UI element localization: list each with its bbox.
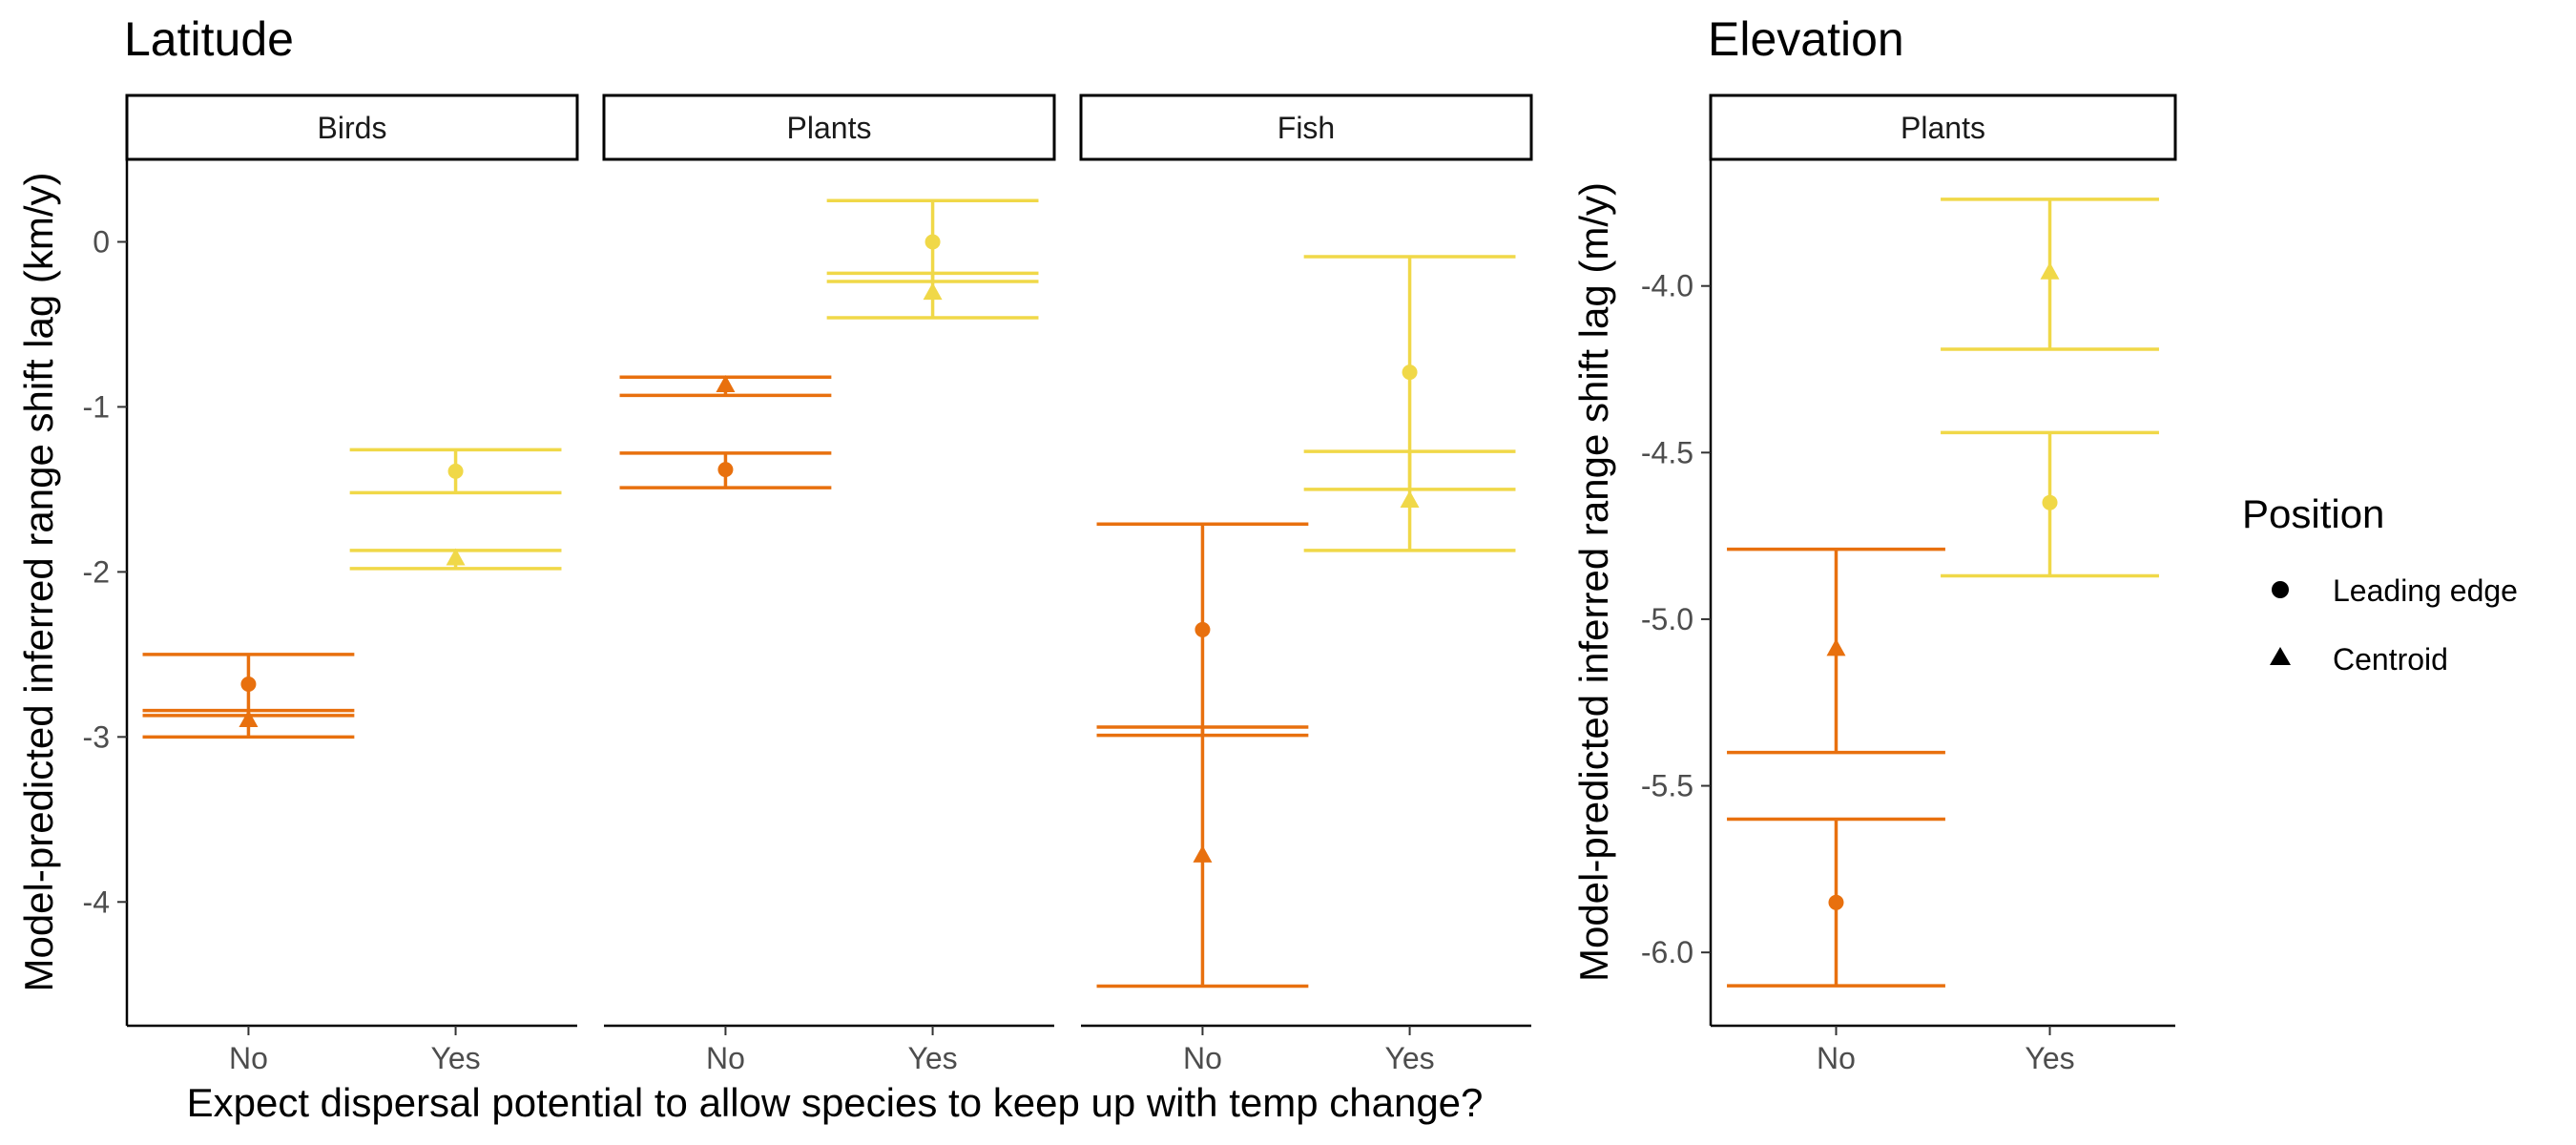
leading-edge-marker [1828, 894, 1844, 910]
elevation-y-axis-title: Model-predicted inferred range shift lag… [1571, 182, 1616, 982]
x-tick-label: Yes [907, 1041, 957, 1075]
data-point-leading-edge [1096, 522, 1309, 738]
centroid-marker [716, 374, 736, 392]
facet-strip-label: Birds [318, 111, 387, 145]
x-axis-title: Expect dispersal potential to allow spec… [187, 1080, 1484, 1125]
facet-strip [125, 94, 579, 161]
y-tick-label: -5.5 [1641, 769, 1693, 803]
y-tick-label: -5.0 [1641, 602, 1693, 636]
x-tick-label: No [1183, 1041, 1222, 1075]
x-tick-label: No [229, 1041, 268, 1075]
leading-edge-marker [717, 462, 734, 478]
legend-circle-icon [2272, 581, 2289, 598]
facet-strip [602, 94, 1056, 161]
centroid-marker [1400, 490, 1420, 509]
y-tick-label: -4.5 [1641, 435, 1693, 469]
data-point-centroid [1096, 725, 1309, 989]
data-point-centroid [142, 708, 355, 728]
data-point-leading-edge [1941, 430, 2159, 578]
facet-strip-label: Plants [1901, 111, 1985, 145]
centroid-marker [239, 710, 259, 728]
y-tick-label: -4 [83, 885, 110, 919]
facet-strip-label: Fish [1278, 111, 1335, 145]
centroid-marker [1826, 638, 1846, 656]
facet-strip [1079, 94, 1533, 161]
latitude-y-axis-title: Model-predicted inferred range shift lag… [16, 172, 61, 991]
x-tick-label: Yes [1384, 1041, 1434, 1075]
facet-strip [1709, 94, 2177, 161]
centroid-marker [2040, 261, 2060, 280]
y-tick-label: 0 [93, 224, 110, 259]
y-tick-label: -6.0 [1641, 935, 1693, 969]
legend: Position Leading edge Centroid [2242, 491, 2518, 677]
leading-edge-marker [240, 676, 257, 692]
data-point-centroid [349, 548, 562, 571]
latitude-panel-title: Latitude [124, 12, 294, 66]
leading-edge-marker [1195, 621, 1211, 637]
facet-panels: 0 -1 -2 -3 -4 Birds No Yes Plants No Yes Fish No Yes -… [83, 94, 2177, 1075]
data-point-leading-edge [619, 451, 832, 489]
data-point-leading-edge [1727, 817, 1945, 988]
x-tick-label: No [706, 1041, 745, 1075]
legend-triangle-icon [2270, 647, 2291, 665]
y-tick-label: -1 [83, 389, 110, 424]
y-tick-label: -3 [83, 719, 110, 754]
elevation-panel-title: Elevation [1708, 12, 1904, 66]
data-point-centroid [1941, 198, 2159, 351]
leading-edge-marker [1402, 364, 1418, 381]
x-tick-label: Yes [2025, 1041, 2074, 1075]
legend-label-leading-edge: Leading edge [2333, 573, 2518, 608]
x-tick-label: Yes [430, 1041, 480, 1075]
data-point-leading-edge [349, 448, 562, 495]
data-point-centroid [826, 271, 1039, 320]
y-tick-label: -4.0 [1641, 269, 1693, 303]
legend-label-centroid: Centroid [2333, 642, 2448, 677]
data-point-centroid [619, 374, 832, 398]
legend-title: Position [2242, 491, 2384, 536]
leading-edge-marker [447, 463, 464, 479]
centroid-marker [923, 282, 943, 301]
data-point-leading-edge [826, 198, 1039, 283]
data-point-centroid [1303, 449, 1516, 552]
centroid-marker [1193, 844, 1213, 863]
facet-strip-label: Plants [787, 111, 872, 145]
y-tick-label: -2 [83, 554, 110, 589]
x-tick-label: No [1817, 1041, 1856, 1075]
data-point-centroid [1727, 547, 1945, 755]
centroid-marker [446, 548, 466, 566]
leading-edge-marker [924, 234, 941, 250]
leading-edge-marker [2042, 494, 2058, 510]
